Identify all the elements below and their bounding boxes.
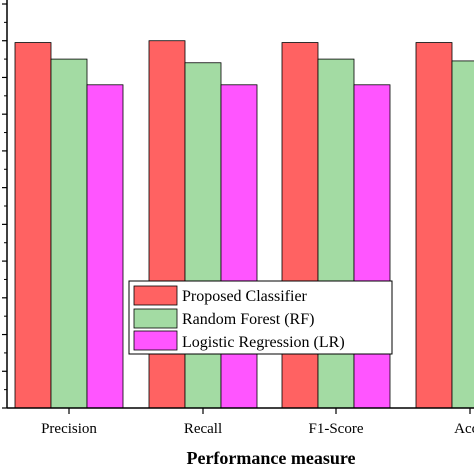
x-tick-label: Precision (41, 421, 97, 437)
x-tick-label: Recall (184, 421, 222, 437)
legend-label-proposed: Proposed Classifier (182, 288, 308, 305)
x-ticks-group: Precision Recall F1-Score Accu (41, 408, 474, 437)
legend-swatch-rf (133, 308, 178, 329)
x-tick-label: Accu (454, 421, 474, 437)
x-tick-label: F1-Score (309, 421, 364, 437)
bar-0-0 (14, 42, 52, 409)
legend: Proposed Classifier Random Forest (RF) L… (128, 280, 393, 355)
y-ticks-group (2, 3, 7, 409)
bar-1-2 (220, 84, 258, 409)
legend-label-rf: Random Forest (RF) (182, 311, 314, 328)
x-axis-title: Performance measure (186, 448, 355, 468)
bar-0-2 (86, 84, 124, 409)
legend-swatch-lr (133, 330, 178, 351)
bar-3-1 (451, 60, 474, 409)
legend-label-lr: Logistic Regression (LR) (182, 334, 345, 351)
bar-2-1 (317, 58, 355, 409)
bar-2-2 (353, 84, 391, 409)
legend-swatch-proposed (133, 285, 178, 306)
bar-3-0 (415, 42, 453, 409)
bar-1-1 (184, 62, 222, 409)
bar-0-1 (50, 58, 88, 409)
